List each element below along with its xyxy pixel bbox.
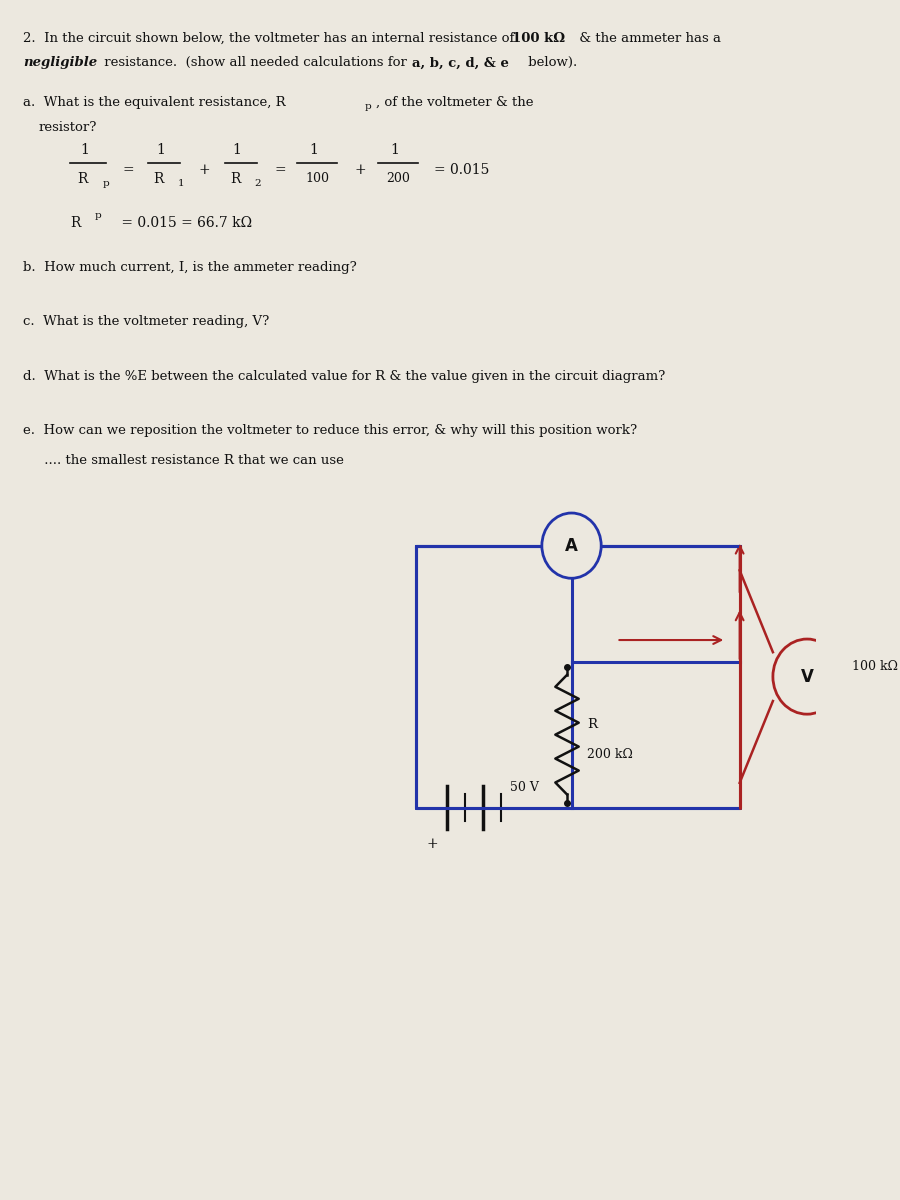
Text: 100 kΩ: 100 kΩ [512, 31, 565, 44]
Text: R: R [70, 216, 80, 230]
Text: = 0.015 = 66.7 kΩ: = 0.015 = 66.7 kΩ [117, 216, 252, 230]
Text: A: A [565, 536, 578, 554]
Text: .... the smallest resistance R that we can use: .... the smallest resistance R that we c… [23, 454, 344, 467]
Text: =: = [274, 163, 286, 178]
Text: 1: 1 [233, 143, 241, 157]
Text: a.  What is the equivalent resistance, R: a. What is the equivalent resistance, R [23, 96, 286, 109]
Text: e.  How can we reposition the voltmeter to reduce this error, & why will this po: e. How can we reposition the voltmeter t… [23, 424, 637, 437]
Text: R: R [230, 172, 240, 186]
Text: 200 kΩ: 200 kΩ [587, 748, 633, 761]
Text: 1: 1 [178, 179, 184, 188]
Text: below).: below). [524, 56, 577, 70]
Text: +: + [427, 838, 438, 851]
Circle shape [542, 514, 601, 578]
Text: , of the voltmeter & the: , of the voltmeter & the [375, 96, 533, 109]
Text: negligible: negligible [23, 56, 97, 70]
Text: 2.  In the circuit shown below, the voltmeter has an internal resistance of: 2. In the circuit shown below, the voltm… [23, 31, 518, 44]
Text: 100: 100 [305, 172, 329, 185]
Text: 50 V: 50 V [510, 781, 539, 794]
Text: d.  What is the %E between the calculated value for R & the value given in the c: d. What is the %E between the calculated… [23, 370, 665, 383]
Text: 1: 1 [157, 143, 165, 157]
Text: R: R [587, 719, 597, 731]
Text: =: = [122, 163, 133, 178]
Text: V: V [801, 667, 814, 685]
Text: = 0.015: = 0.015 [434, 163, 490, 178]
Text: 1: 1 [390, 143, 399, 157]
Text: a, b, c, d, & e: a, b, c, d, & e [411, 56, 508, 70]
Text: R: R [77, 172, 87, 186]
Text: 200: 200 [386, 172, 410, 185]
Circle shape [773, 640, 842, 714]
Text: & the ammeter has a: & the ammeter has a [575, 31, 721, 44]
Text: 2: 2 [254, 179, 261, 188]
Text: +: + [198, 163, 210, 178]
Text: resistance.  (show all needed calculations for: resistance. (show all needed calculation… [100, 56, 410, 70]
Text: 1: 1 [309, 143, 318, 157]
Text: +: + [355, 163, 366, 178]
Text: b.  How much current, I, is the ammeter reading?: b. How much current, I, is the ammeter r… [23, 260, 357, 274]
Text: c.  What is the voltmeter reading, V?: c. What is the voltmeter reading, V? [23, 316, 269, 329]
Text: p: p [364, 102, 372, 110]
Text: p: p [95, 210, 102, 220]
Text: resistor?: resistor? [39, 121, 97, 133]
Text: 1: 1 [80, 143, 89, 157]
Text: R: R [154, 172, 164, 186]
Text: 100 kΩ: 100 kΩ [852, 660, 898, 673]
Text: p: p [103, 179, 109, 188]
